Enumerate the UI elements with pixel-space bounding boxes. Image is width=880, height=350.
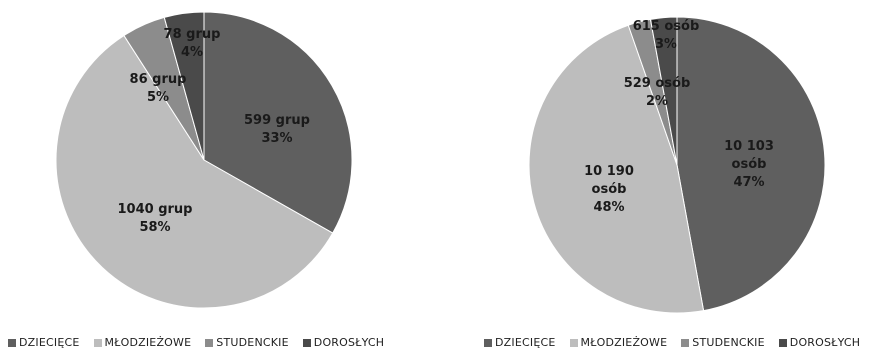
legend1-item-doroslych: DOROSŁYCH — [778, 336, 861, 349]
legend0-item-dzieciece: DZIECIĘCE — [8, 336, 80, 349]
pie1-value-mlodziezowe: 10 190 — [584, 164, 634, 179]
pie0-label-mlodziezowe: 1040 grup 58% — [118, 202, 193, 235]
pie0-percent-studenckie: 5% — [147, 90, 169, 105]
pie1-value-dzieciece: osób — [732, 157, 767, 172]
legend0-item-doroslych: DOROSŁYCH — [302, 336, 385, 349]
legend1-text-dzieciece: DZIECIĘCE — [495, 336, 556, 349]
pie1-value-studenckie: 529 osób — [624, 76, 691, 91]
pie1-percent-mlodziezowe: 48% — [593, 200, 624, 215]
pie1-slice-mlodziezowe — [528, 24, 705, 314]
pie1-percent-dzieciece: 47% — [733, 175, 764, 190]
pie0-label-doroslych: 78 grup 4% — [164, 27, 221, 60]
pie1-slice-dzieciece — [676, 16, 826, 312]
pie0-value-dzieciece: 599 grup — [244, 113, 310, 128]
legend0-swatch-mlodziezowe — [93, 338, 102, 347]
pie1-label-dzieciece: 10 103 osób 47% — [724, 139, 774, 190]
legend0-text-mlodziezowe: MŁODZIEŻOWE — [104, 336, 192, 349]
legend1-swatch-doroslych — [778, 338, 787, 347]
legend1-item-mlodziezowe: MŁODZIEŻOWE — [569, 336, 668, 349]
legend0-item-studenckie: STUDENCKIE — [205, 336, 289, 349]
pie1-percent-studenckie: 2% — [646, 94, 668, 109]
legend0-text-doroslych: DOROSŁYCH — [313, 336, 385, 349]
legend0-text-dzieciece: DZIECIĘCE — [19, 336, 80, 349]
pie0-value-mlodziezowe: 1040 grup — [118, 202, 193, 217]
pie1-slice-doroslych — [649, 16, 678, 166]
pie0-value-doroslych: 78 grup — [164, 27, 221, 42]
pie-chart-groups: 599 grup 33% 1040 grup 58% 86 grup 5% 78 grup 4… — [55, 11, 353, 309]
pie1-value-doroslych: 615 osób — [633, 19, 700, 34]
legend0-swatch-studenckie — [205, 338, 214, 347]
pie0-slice-doroslych — [163, 11, 205, 161]
legend1-text-mlodziezowe: MŁODZIEŻOWE — [580, 336, 668, 349]
pie0-slice-mlodziezowe — [55, 34, 334, 309]
legend1-swatch-mlodziezowe — [569, 338, 578, 347]
pie0-label-dzieciece: 599 grup 33% — [244, 113, 310, 146]
legend-groups: DZIECIĘCE MŁODZIEŻOWE STUDENCKIE DOROSŁYCH — [8, 336, 398, 349]
legend1-swatch-dzieciece — [484, 338, 492, 347]
pie0-percent-dzieciece: 33% — [261, 131, 292, 146]
pie-chart-persons: 10 103 osób 47% 10 190 osób 48% 529 osób 2% 615 … — [528, 16, 826, 314]
legend0-swatch-dzieciece — [8, 338, 16, 347]
pie0-percent-mlodziezowe: 58% — [139, 220, 170, 235]
pie0-value-studenckie: 86 grup — [130, 72, 187, 87]
pie1-label-doroslych: 615 osób 3% — [633, 19, 700, 52]
legend1-item-dzieciece: DZIECIĘCE — [484, 336, 556, 349]
legend1-item-studenckie: STUDENCKIE — [681, 336, 765, 349]
pie1-label-studenckie: 529 osób 2% — [624, 76, 691, 109]
pie0-slice-dzieciece — [203, 11, 353, 234]
pie1-value-mlodziezowe: osób — [592, 182, 627, 197]
pie0-label-studenckie: 86 grup 5% — [130, 72, 187, 105]
pie1-label-mlodziezowe: 10 190 osób 48% — [584, 164, 634, 215]
pie1-percent-doroslych: 3% — [655, 37, 677, 52]
legend0-swatch-doroslych — [302, 338, 311, 347]
legend1-swatch-studenckie — [681, 338, 690, 347]
legend-persons: DZIECIĘCE MŁODZIEŻOWE STUDENCKIE DOROSŁYCH — [484, 336, 874, 349]
pie0-percent-doroslych: 4% — [181, 45, 203, 60]
legend1-text-doroslych: DOROSŁYCH — [789, 336, 861, 349]
legend0-text-studenckie: STUDENCKIE — [216, 336, 289, 349]
legend0-item-mlodziezowe: MŁODZIEŻOWE — [93, 336, 192, 349]
legend1-text-studenckie: STUDENCKIE — [692, 336, 765, 349]
pie1-value-dzieciece: 10 103 — [724, 139, 774, 154]
